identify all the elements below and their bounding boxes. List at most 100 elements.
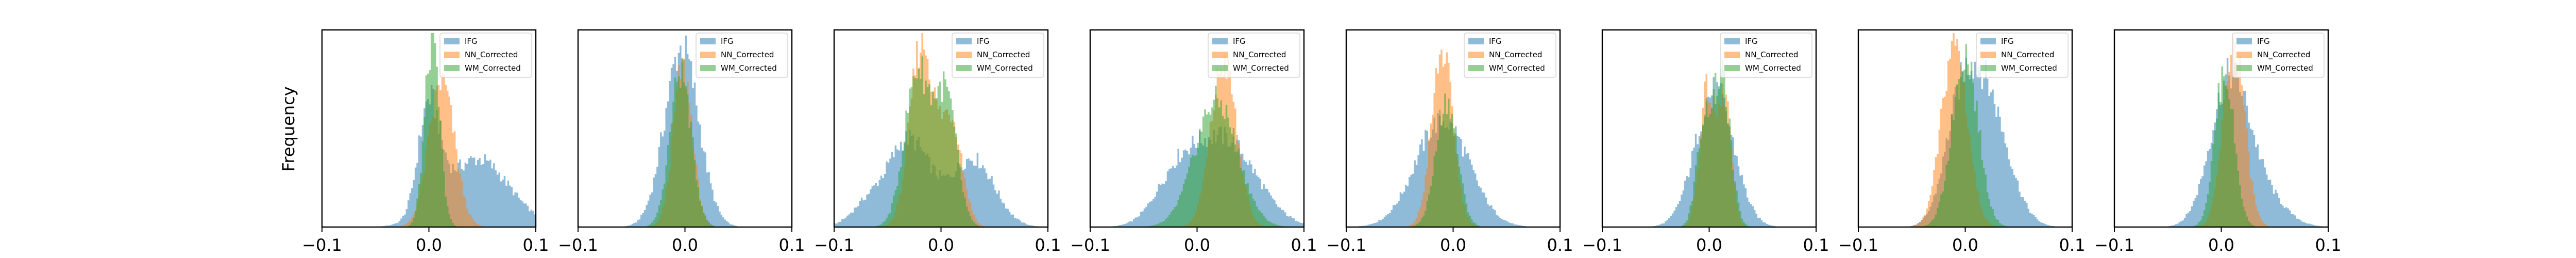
- legend-swatch: [956, 65, 972, 71]
- hist-wm-corrected: [1346, 93, 1560, 227]
- subplot-5: −0.1 0.0 0.1 IFG NN_Corrected WM_Corrected: [1326, 29, 1573, 255]
- legend-swatch: [1468, 52, 1484, 58]
- legend-box: [1976, 33, 2069, 78]
- hist-wm-corrected: [322, 33, 536, 227]
- legend-box: [1720, 33, 1812, 78]
- legend-label: IFG: [1745, 37, 1758, 46]
- legend: IFG NN_Corrected WM_Corrected: [1976, 33, 2069, 78]
- hist-wm-corrected: [834, 56, 1048, 227]
- legend-swatch: [1724, 38, 1740, 44]
- subplot-3: −0.1 0.0 0.1 IFG NN_Corrected WM_Corrected: [814, 29, 1061, 255]
- legend-label: NN_Corrected: [1489, 50, 1542, 60]
- x-tick-label: 0.1: [1291, 235, 1317, 255]
- hist-wm-corrected: [1602, 60, 1816, 228]
- legend-label: NN_Corrected: [2257, 50, 2310, 60]
- legend-swatch: [700, 52, 716, 58]
- legend-label: WM_Corrected: [1489, 63, 1545, 73]
- legend-box: [2232, 33, 2325, 78]
- x-tick-label: 0.0: [928, 235, 954, 255]
- x-tick-label: −0.1: [2094, 235, 2134, 255]
- subplot-4: −0.1 0.0 0.1 IFG NN_Corrected WM_Corrected: [1070, 29, 1317, 255]
- x-tick-label: 0.1: [1803, 235, 1829, 255]
- x-tick-label: 0.1: [1035, 235, 1061, 255]
- subplot-6: −0.1 0.0 0.1 IFG NN_Corrected WM_Corrected: [1582, 29, 1829, 255]
- legend-label: NN_Corrected: [465, 50, 518, 60]
- legend-label: WM_Corrected: [721, 63, 777, 73]
- legend-box: [952, 33, 1044, 78]
- x-tick-label: 0.1: [2315, 235, 2342, 255]
- legend-swatch: [956, 52, 972, 58]
- x-tick-label: 0.1: [2059, 235, 2086, 255]
- x-tick-label: −0.1: [814, 235, 854, 255]
- x-tick-label: −0.1: [1582, 235, 1622, 255]
- legend-swatch: [956, 38, 972, 44]
- legend: IFG NN_Corrected WM_Corrected: [1464, 33, 1556, 78]
- legend-label: IFG: [721, 37, 734, 46]
- x-tick-label: 0.0: [672, 235, 698, 255]
- legend-swatch: [444, 52, 460, 58]
- legend-swatch: [700, 38, 716, 44]
- legend-label: WM_Corrected: [2257, 63, 2313, 73]
- legend: IFG NN_Corrected WM_Corrected: [1208, 33, 1300, 78]
- legend-swatch: [1212, 52, 1228, 58]
- x-tick-label: −0.1: [302, 235, 342, 255]
- legend-swatch: [2236, 38, 2252, 44]
- legend-box: [439, 33, 532, 78]
- legend: IFG NN_Corrected WM_Corrected: [952, 33, 1044, 78]
- x-tick-label: −0.1: [1070, 235, 1110, 255]
- legend-swatch: [1724, 65, 1740, 71]
- legend-label: NN_Corrected: [2001, 50, 2054, 60]
- hist-wm-corrected: [1858, 44, 2072, 227]
- legend: IFG NN_Corrected WM_Corrected: [696, 33, 788, 78]
- legend-swatch: [1980, 52, 1996, 58]
- x-tick-label: 0.0: [416, 235, 442, 255]
- x-tick-label: 0.1: [779, 235, 805, 255]
- legend-label: WM_Corrected: [1745, 63, 1801, 73]
- legend-label: WM_Corrected: [977, 63, 1033, 73]
- subplot-2: −0.1 0.0 0.1 IFG NN_Corrected WM_Corrected: [558, 29, 805, 255]
- legend-swatch: [444, 38, 460, 44]
- legend-label: IFG: [1233, 37, 1246, 46]
- legend-label: IFG: [465, 37, 478, 46]
- legend-swatch: [1468, 65, 1484, 71]
- legend-swatch: [2236, 65, 2252, 71]
- legend-label: NN_Corrected: [721, 50, 774, 60]
- legend-label: IFG: [977, 37, 990, 46]
- legend-label: NN_Corrected: [977, 50, 1030, 60]
- legend-label: WM_Corrected: [2001, 63, 2057, 73]
- legend-label: WM_Corrected: [465, 63, 521, 73]
- x-tick-label: 0.0: [1184, 235, 1210, 255]
- legend-swatch: [1212, 38, 1228, 44]
- legend: IFG NN_Corrected WM_Corrected: [439, 33, 532, 78]
- x-tick-label: −0.1: [1326, 235, 1366, 255]
- x-tick-label: 0.1: [523, 235, 549, 255]
- legend-swatch: [1212, 65, 1228, 71]
- hist-wm-corrected: [578, 58, 792, 227]
- legend-label: NN_Corrected: [1233, 50, 1286, 60]
- x-tick-label: −0.1: [558, 235, 598, 255]
- hist-wm-corrected: [2114, 66, 2328, 227]
- legend: IFG NN_Corrected WM_Corrected: [1720, 33, 1812, 78]
- subplot-7: −0.1 0.0 0.1 IFG NN_Corrected WM_Corrected: [1838, 29, 2086, 255]
- x-tick-label: 0.0: [1440, 235, 1466, 255]
- x-tick-label: 0.0: [1696, 235, 1722, 255]
- subplot-1: −0.1 0.0 0.1 IFG NN_Corrected WM_Corrected: [302, 29, 549, 255]
- legend: IFG NN_Corrected WM_Corrected: [2232, 33, 2325, 78]
- legend-swatch: [1980, 38, 1996, 44]
- legend-swatch: [444, 65, 460, 71]
- legend-swatch: [1980, 65, 1996, 71]
- legend-label: WM_Corrected: [1233, 63, 1289, 73]
- legend-box: [696, 33, 788, 78]
- x-tick-label: 0.0: [1952, 235, 1978, 255]
- x-tick-label: 0.0: [2208, 235, 2234, 255]
- legend-label: IFG: [2257, 37, 2270, 46]
- x-tick-label: 0.1: [1547, 235, 1573, 255]
- hist-wm-corrected: [1090, 86, 1304, 227]
- legend-swatch: [1468, 38, 1484, 44]
- legend-swatch: [700, 65, 716, 71]
- subplot-8: −0.1 0.0 0.1 IFG NN_Corrected WM_Corrected: [2094, 29, 2342, 255]
- legend-swatch: [2236, 52, 2252, 58]
- legend-box: [1464, 33, 1556, 78]
- legend-box: [1208, 33, 1300, 78]
